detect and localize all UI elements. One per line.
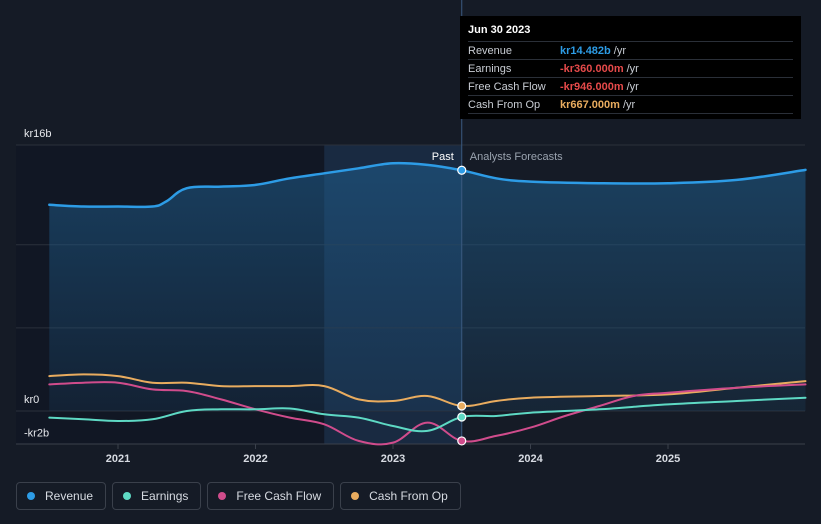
x-axis: 2021 2022 2023 2024 2025 [106, 444, 680, 465]
series-line-free-cash-flow [48, 381, 807, 446]
tooltip-label: Earnings [468, 62, 512, 75]
marker-cash-from-op [457, 401, 467, 411]
marker-revenue [457, 165, 467, 175]
legend-item-revenue[interactable]: Revenue [16, 482, 107, 510]
x-tick-label: 2025 [656, 453, 680, 465]
tooltip-value: kr667.000m [560, 98, 620, 111]
x-tick-label: 2022 [243, 453, 267, 465]
legend-label: Revenue [45, 489, 94, 503]
legend-label: Earnings [141, 489, 189, 503]
tooltip-label: Free Cash Flow [468, 80, 546, 93]
tooltip-label: Cash From Op [468, 98, 541, 111]
legend-label: Free Cash Flow [236, 489, 322, 503]
legend-item-cash-from-op[interactable]: Cash From Op [340, 482, 461, 510]
tooltip-unit: /yr [626, 80, 639, 93]
tooltip-row-revenue: Revenue kr14.482b /yr [468, 41, 793, 59]
tooltip-row-cash-from-op: Cash From Op kr667.000m /yr [468, 95, 793, 114]
legend-dot-icon [351, 492, 360, 500]
series-lines [48, 161, 807, 446]
past-label: Past [432, 151, 454, 163]
y-axis: kr16b kr0 -kr2b [24, 128, 52, 439]
tooltip-row-earnings: Earnings -kr360.000m /yr [468, 59, 793, 77]
series-line-cash-from-op [48, 373, 807, 408]
y-tick-label: kr16b [24, 128, 52, 140]
tooltip-value: -kr946.000m [560, 80, 624, 93]
revenue-area [49, 163, 806, 411]
tooltip: Jun 30 2023 Revenue kr14.482b /yr Earnin… [460, 16, 801, 119]
tooltip-row-free-cash-flow: Free Cash Flow -kr946.000m /yr [468, 77, 793, 95]
series-line-earnings [48, 396, 807, 433]
marker-free-cash-flow [457, 436, 467, 446]
legend-item-earnings[interactable]: Earnings [112, 482, 202, 510]
tooltip-unit: /yr [626, 62, 639, 75]
tooltip-value: kr14.482b [560, 44, 611, 57]
series-line-revenue [48, 161, 807, 209]
legend-dot-icon [218, 492, 227, 500]
legend: Revenue Earnings Free Cash Flow Cash Fro… [16, 482, 461, 510]
y-tick-label: -kr2b [24, 427, 49, 439]
tooltip-unit: /yr [613, 44, 626, 57]
x-tick-label: 2023 [381, 453, 405, 465]
x-tick-label: 2021 [106, 453, 130, 465]
legend-label: Cash From Op [369, 489, 448, 503]
legend-item-free-cash-flow[interactable]: Free Cash Flow [207, 482, 335, 510]
x-tick-label: 2024 [518, 453, 543, 465]
hover-markers [457, 165, 467, 446]
legend-dot-icon [27, 492, 35, 500]
tooltip-value: -kr360.000m [560, 62, 624, 75]
marker-earnings [457, 412, 467, 422]
tooltip-label: Revenue [468, 44, 513, 57]
y-tick-label: kr0 [24, 394, 39, 406]
tooltip-unit: /yr [622, 98, 636, 111]
legend-dot-icon [123, 492, 132, 500]
forecast-label: Analysts Forecasts [470, 151, 563, 163]
tooltip-date: Jun 30 2023 [468, 24, 531, 36]
